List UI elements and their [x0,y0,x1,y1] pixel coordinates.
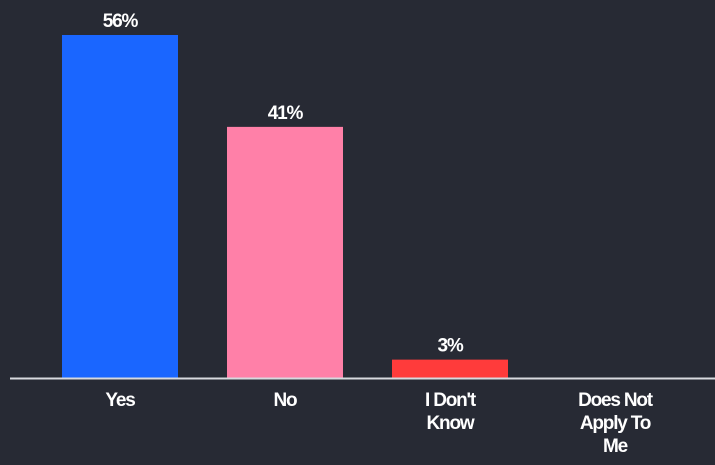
data-label-no: 41% [268,103,304,124]
x-tick-label-line: Me [603,436,628,457]
x-tick-label-line: I Don't [425,390,477,411]
data-label-i-don-t-know: 3% [437,336,463,357]
x-tick-label-does-not-apply-to-me: Does Not Apply To Me [578,390,654,457]
x-tick-label-no: No [274,390,298,411]
bar-no [227,126,343,378]
bar-i-don-t-know [392,359,508,378]
x-tick-label-yes: Yes [105,390,135,411]
x-tick-label-i-don-t-know: I Don't Know [425,390,477,434]
bar-yes [62,35,178,378]
x-tick-label-line: Yes [105,390,135,411]
data-label-yes: 56% [103,11,139,32]
x-tick-label-line: Know [427,413,475,434]
x-tick-label-line: Apply To [580,413,651,434]
bars-layer [62,35,508,378]
x-tick-label-line: No [274,390,298,411]
x-tick-label-line: Does Not [578,390,654,411]
x-tick-labels-layer: Yes No I Don't Know Does Not Apply To Me [105,390,655,457]
data-labels-layer: 56% 41% 3% [103,11,465,357]
